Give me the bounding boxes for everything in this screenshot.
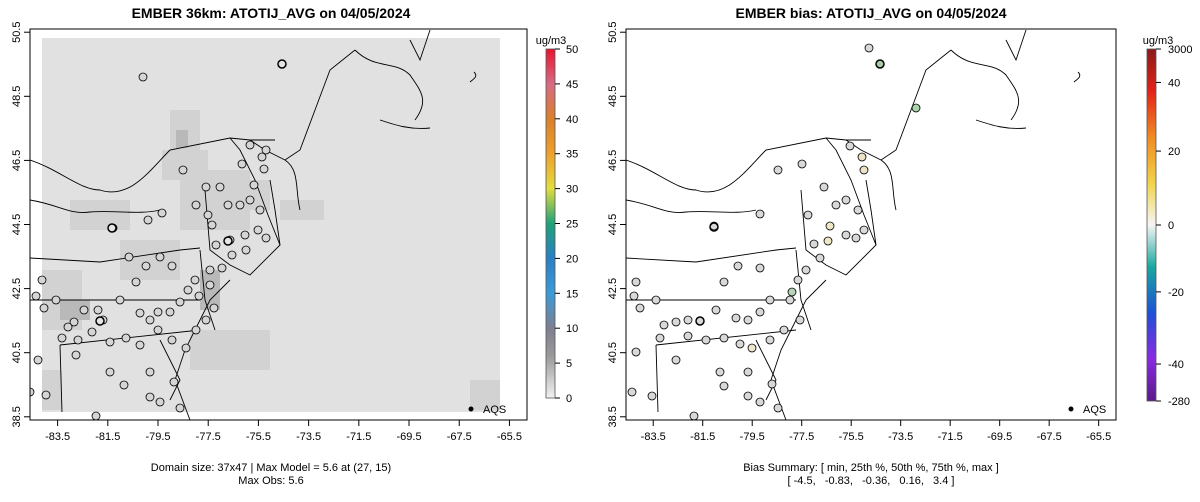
right-panel: EMBER bias: ATOTIJ_AVG on 04/05/2024 [607, 5, 1192, 487]
right-x-axis: -83.5 -81.5 -79.5 -77.5 -75.5 -73.5 -71.5 -69.5… [641, 420, 1111, 443]
left-legend-aqs: AQS [468, 404, 506, 416]
left-colorbar-tick-label: 35 [566, 149, 578, 161]
left-y-tick-label: 44.5 [11, 214, 23, 235]
left-title: EMBER 36km: ATOTIJ_AVG on 04/05/2024 [132, 5, 411, 21]
left-x-tick-label: -67.5 [447, 431, 472, 443]
left-x-tick-label: -79.5 [145, 431, 170, 443]
left-y-tick-label: 38.5 [11, 406, 23, 427]
right-colorbar: ug/m3 3000 40 20 0 -20 -40 -280 [1143, 35, 1193, 408]
right-map [626, 29, 1116, 420]
right-x-tick-label: -65.5 [1086, 431, 1111, 443]
left-y-tick-label: 46.5 [11, 150, 23, 171]
left-x-tick-label: -83.5 [45, 431, 70, 443]
right-x-tick-label: -81.5 [690, 431, 715, 443]
right-colorbar-title: ug/m3 [1143, 35, 1174, 47]
right-y-tick-label: 40.5 [607, 342, 619, 363]
left-x-tick-label: -77.5 [196, 431, 221, 443]
right-aqs-label: AQS [1083, 404, 1106, 416]
left-map [30, 29, 500, 420]
right-x-tick-label: -67.5 [1037, 431, 1062, 443]
left-colorbar-tick-label: 40 [566, 114, 578, 126]
right-x-tick-label: -69.5 [987, 431, 1012, 443]
left-colorbar-title: ug/m3 [536, 35, 567, 47]
right-colorbar-tick-label: 40 [1168, 77, 1180, 89]
left-y-axis: 38.5 40.5 42.5 44.5 46.5 48.5 50.5 [11, 21, 30, 428]
left-panel: EMBER 36km: ATOTIJ_AVG on 04/05/2024 [11, 5, 578, 487]
right-legend-aqs: AQS [1068, 404, 1106, 416]
aqs-points-right-highlight [695, 59, 885, 326]
right-y-tick-label: 42.5 [607, 278, 619, 299]
right-y-axis: 38.5 40.5 42.5 44.5 46.5 48.5 50.5 [607, 21, 626, 428]
right-footer-line-2: [ -4.5, -0.83, -0.36, 0.16, 3.4 ] [788, 475, 955, 487]
left-y-tick-label: 40.5 [11, 342, 23, 363]
left-x-tick-label: -65.5 [497, 431, 522, 443]
left-y-tick-label: 42.5 [11, 278, 23, 299]
right-colorbar-tick-label: -40 [1168, 359, 1184, 371]
left-colorbar-tick-label: 5 [566, 358, 572, 370]
right-y-tick-label: 44.5 [607, 214, 619, 235]
left-colorbar-tick-label: 0 [566, 393, 572, 405]
right-x-tick-label: -77.5 [789, 431, 814, 443]
right-x-tick-label: -83.5 [641, 431, 666, 443]
right-x-tick-label: -79.5 [740, 431, 765, 443]
right-colorbar-tick-label: 0 [1168, 220, 1174, 232]
left-aqs-label: AQS [483, 404, 506, 416]
left-x-tick-label: -73.5 [296, 431, 321, 443]
right-colorbar-tick-label: 3000 [1168, 44, 1192, 56]
left-colorbar-tick-label: 20 [566, 253, 578, 265]
right-x-tick-label: -71.5 [938, 431, 963, 443]
left-colorbar: ug/m3 0 5 10 15 20 25 30 35 40 45 50 [536, 35, 579, 405]
right-x-tick-label: -75.5 [839, 431, 864, 443]
left-colorbar-tick-label: 50 [566, 44, 578, 56]
left-colorbar-tick-label: 45 [566, 79, 578, 91]
left-y-tick-label: 48.5 [11, 86, 23, 107]
left-colorbar-tick-label: 15 [566, 288, 578, 300]
right-y-tick-label: 50.5 [607, 21, 619, 42]
left-x-axis: -83.5 -81.5 -79.5 -77.5 -75.5 -73.5 -71.5 -69.5… [45, 420, 522, 443]
left-x-tick-label: -69.5 [396, 431, 421, 443]
right-x-tick-label: -73.5 [888, 431, 913, 443]
right-title: EMBER bias: ATOTIJ_AVG on 04/05/2024 [735, 5, 1006, 21]
right-colorbar-tick-label: -280 [1168, 396, 1190, 408]
right-y-tick-label: 46.5 [607, 150, 619, 171]
right-footer-line-1: Bias Summary: [ min, 25th %, 50th %, 75t… [743, 462, 999, 474]
right-colorbar-tick-label: -20 [1168, 287, 1184, 299]
left-footer-line-2: Max Obs: 5.6 [238, 475, 303, 487]
aqs-points-right [627, 43, 921, 420]
left-x-tick-label: -75.5 [246, 431, 271, 443]
left-y-tick-label: 50.5 [11, 21, 23, 42]
left-colorbar-tick-label: 30 [566, 184, 578, 196]
right-y-tick-label: 38.5 [607, 406, 619, 427]
right-y-tick-label: 48.5 [607, 86, 619, 107]
aqs-points-left-highlight [95, 59, 287, 326]
left-x-tick-label: -81.5 [95, 431, 120, 443]
left-footer-line-1: Domain size: 37x47 | Max Model = 5.6 at … [151, 462, 391, 474]
left-x-tick-label: -71.5 [346, 431, 371, 443]
left-colorbar-tick-label: 25 [566, 219, 578, 231]
right-colorbar-tick-label: 20 [1168, 146, 1180, 158]
left-colorbar-tick-label: 10 [566, 323, 578, 335]
